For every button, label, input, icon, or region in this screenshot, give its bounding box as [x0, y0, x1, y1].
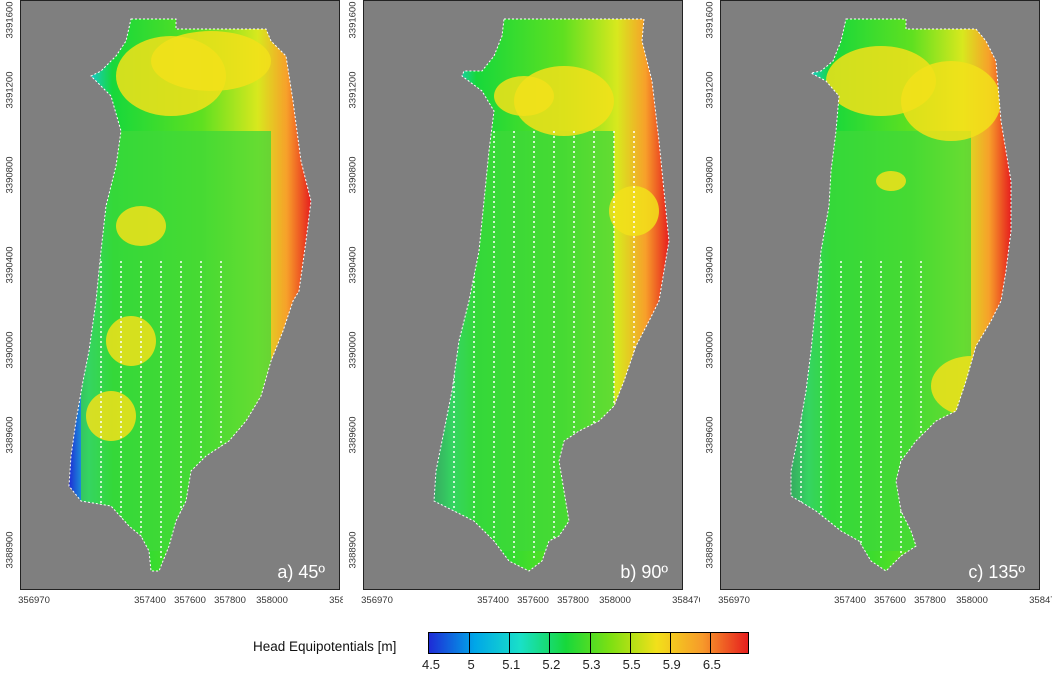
colorbar-legend: Head Equipotentials [m] 4.5 5 5.1 5.2 5.3 5.5…	[253, 632, 773, 672]
legend-tick-label: 5.3	[582, 657, 601, 672]
legend-separator	[669, 633, 671, 653]
legend-tick-label: 5.2	[542, 657, 561, 672]
legend-tick-label: 5.9	[662, 657, 681, 672]
y-tick-text: 3390000	[4, 331, 16, 369]
y-tick-text: 3390800	[347, 156, 359, 194]
y-axis: 3391600 3391200 3390800 3390400 3390000 33896…	[0, 0, 20, 590]
map-panel-2: 3391600 3391200 3390800 3390400 3390000 33896…	[343, 0, 704, 620]
legend-tick-label: 6.5	[702, 657, 721, 672]
x-tick-label: 358000	[256, 595, 288, 606]
legend-tick-label: 4.5	[421, 657, 441, 672]
y-tick-text: 3390400	[4, 246, 16, 284]
y-tick-text: 3390800	[4, 156, 16, 194]
y-axis: 3391600 3391200 3390800 3390400 3390000 33896…	[700, 0, 720, 590]
legend-separator	[709, 633, 711, 653]
panel-label: b) 90º	[620, 562, 668, 582]
x-tick-label: 357800	[214, 595, 246, 606]
y-tick-text: 3389600	[704, 416, 716, 454]
y-tick-text: 3390400	[347, 246, 359, 284]
y-tick-text: 3390000	[347, 331, 359, 369]
y-tick-text: 3389600	[4, 416, 16, 454]
x-tick-label: 357400	[834, 595, 866, 606]
y-tick-text: 3391200	[704, 71, 716, 109]
x-tick-label: 358470	[672, 595, 704, 606]
y-tick-text: 3389600	[347, 416, 359, 454]
map-panel-1: 3391600 3391200 3390800 3390400 3390000 33896…	[0, 0, 361, 620]
high-head-zone	[901, 61, 1001, 141]
y-tick-text: 3391600	[4, 1, 16, 39]
high-head-zone	[116, 206, 166, 246]
x-tick-label: 357400	[477, 595, 509, 606]
y-tick-text: 3391600	[347, 1, 359, 39]
legend-separator	[549, 633, 551, 653]
x-tick-label: 356970	[361, 595, 393, 606]
panel-label: c) 135º	[968, 562, 1025, 582]
x-tick-label: 356970	[718, 595, 750, 606]
high-head-zone	[151, 31, 271, 91]
legend-separator	[629, 633, 631, 653]
legend-separator	[469, 633, 471, 653]
x-axis: 356970 357400 357600 357800 358000 358470	[361, 590, 704, 610]
x-tick-label: 357600	[517, 595, 549, 606]
x-tick-label: 357800	[914, 595, 946, 606]
legend-tick-label: 5.1	[502, 657, 521, 672]
x-tick-label: 357600	[174, 595, 206, 606]
y-tick-text: 3391200	[347, 71, 359, 109]
y-tick-text: 3388900	[347, 531, 359, 569]
domain-boundary	[790, 18, 1012, 572]
legend-title: Head Equipotentials [m]	[253, 639, 397, 654]
high-head-zone	[494, 76, 554, 116]
map-frame: c) 135º	[720, 0, 1040, 590]
y-tick-text: 3390000	[704, 331, 716, 369]
head-contour-map	[433, 18, 670, 572]
legend-colorbar	[428, 632, 749, 654]
head-contour-map	[68, 18, 312, 572]
high-head-zone	[106, 316, 156, 366]
panel-label: a) 45º	[277, 562, 325, 582]
high-head-zone	[86, 391, 136, 441]
map-panel-3: 3391600 3391200 3390800 3390400 3390000 33896…	[700, 0, 1052, 620]
legend-separator	[509, 633, 511, 653]
x-tick-label: 356970	[18, 595, 50, 606]
x-axis: 356970 357400 357600 357800 358000 358470	[718, 590, 1052, 610]
map-frame: b) 90º	[363, 0, 683, 590]
y-tick-text: 3390400	[704, 246, 716, 284]
x-tick-label: 357600	[874, 595, 906, 606]
legend-tick-label: 5.5	[622, 657, 641, 672]
y-tick-text: 3391200	[4, 71, 16, 109]
x-tick-label: 358000	[599, 595, 631, 606]
y-tick-text: 3391600	[704, 1, 716, 39]
y-tick-text: 3388900	[704, 531, 716, 569]
head-contour-map	[790, 18, 1012, 572]
x-tick-label: 357800	[557, 595, 589, 606]
domain-boundary	[433, 18, 670, 572]
y-axis: 3391600 3391200 3390800 3390400 3390000 33896…	[343, 0, 363, 590]
high-head-zone	[876, 171, 906, 191]
legend-separator	[589, 633, 591, 653]
y-tick-text: 3390800	[704, 156, 716, 194]
x-tick-label: 358470	[1029, 595, 1052, 606]
x-tick-label: 358000	[956, 595, 988, 606]
map-frame: a) 45º	[20, 0, 340, 590]
y-tick-text: 3388900	[4, 531, 16, 569]
high-head-zone	[931, 356, 1011, 416]
x-tick-label: 357400	[134, 595, 166, 606]
legend-tick-label: 5	[467, 657, 475, 672]
